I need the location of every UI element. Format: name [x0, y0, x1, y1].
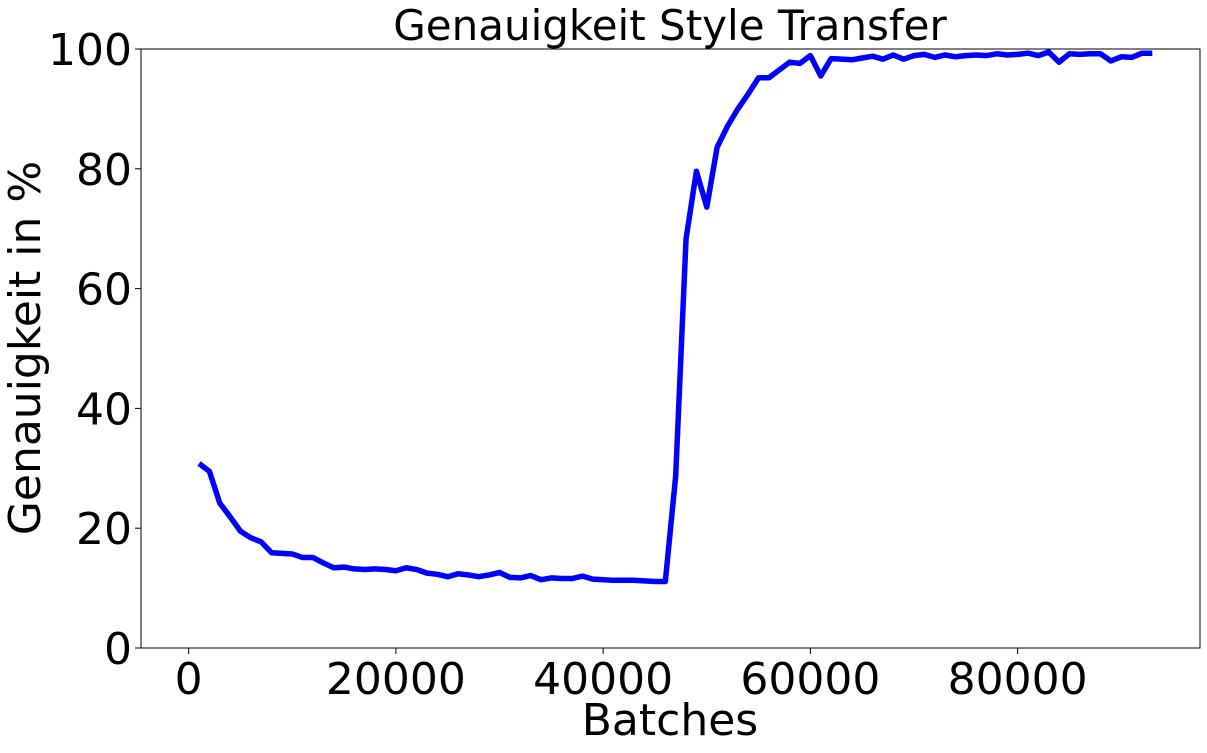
x-axis-label: Batches: [582, 695, 758, 746]
y-tick-label-1: 20: [76, 504, 132, 555]
y-tick-label-0: 0: [104, 624, 132, 675]
y-tick-label-4: 80: [76, 145, 132, 196]
x-tick-label-3: 60000: [740, 654, 880, 705]
x-tick-label-2: 40000: [533, 654, 673, 705]
y-tick-label-3: 60: [76, 265, 132, 316]
chart-title: Genauigkeit Style Transfer: [393, 1, 947, 50]
series-line-0: [197, 49, 1153, 585]
x-tick-label-0: 0: [175, 654, 203, 705]
axes-frame: [140, 48, 1201, 649]
x-tick-label-4: 80000: [948, 654, 1088, 705]
y-tick-label-2: 40: [76, 384, 132, 435]
x-tick-label-1: 20000: [326, 654, 466, 705]
y-axis-label: Genauigkeit in %: [0, 161, 51, 535]
plot-area: 0 20000 40000 60000 80000 0 20 40 60 80 100: [48, 25, 1201, 705]
y-tick-label-5: 100: [48, 25, 132, 76]
